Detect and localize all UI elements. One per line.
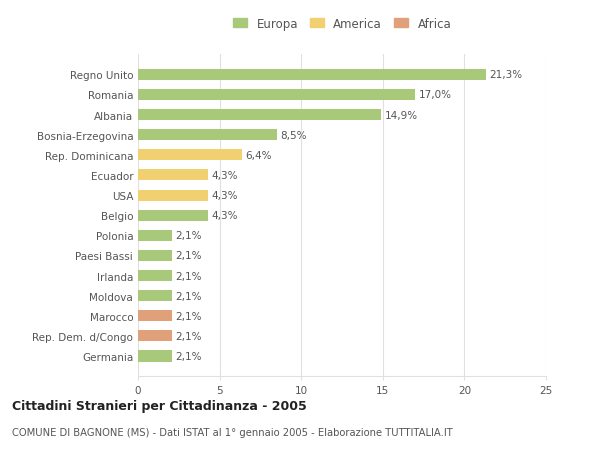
Text: 4,3%: 4,3%	[211, 190, 238, 201]
Bar	[138, 230, 172, 241]
Text: 2,1%: 2,1%	[176, 251, 202, 261]
Bar	[138, 90, 415, 101]
Bar	[138, 190, 208, 201]
Text: 4,3%: 4,3%	[211, 211, 238, 221]
Text: COMUNE DI BAGNONE (MS) - Dati ISTAT al 1° gennaio 2005 - Elaborazione TUTTITALIA: COMUNE DI BAGNONE (MS) - Dati ISTAT al 1…	[12, 427, 453, 437]
Bar	[138, 70, 485, 81]
Bar	[138, 130, 277, 141]
Bar	[138, 330, 172, 341]
Text: Cittadini Stranieri per Cittadinanza - 2005: Cittadini Stranieri per Cittadinanza - 2…	[12, 399, 307, 412]
Text: 4,3%: 4,3%	[211, 171, 238, 180]
Bar	[138, 210, 208, 221]
Text: 2,1%: 2,1%	[176, 331, 202, 341]
Text: 2,1%: 2,1%	[176, 351, 202, 361]
Legend: Europa, America, Africa: Europa, America, Africa	[228, 13, 456, 35]
Text: 2,1%: 2,1%	[176, 311, 202, 321]
Text: 21,3%: 21,3%	[489, 70, 522, 80]
Bar	[138, 351, 172, 362]
Text: 8,5%: 8,5%	[280, 130, 307, 140]
Bar	[138, 270, 172, 281]
Text: 2,1%: 2,1%	[176, 291, 202, 301]
Bar	[138, 150, 242, 161]
Text: 6,4%: 6,4%	[246, 151, 272, 161]
Text: 14,9%: 14,9%	[385, 110, 418, 120]
Bar	[138, 170, 208, 181]
Text: 2,1%: 2,1%	[176, 271, 202, 281]
Text: 17,0%: 17,0%	[419, 90, 452, 100]
Text: 2,1%: 2,1%	[176, 231, 202, 241]
Bar	[138, 291, 172, 302]
Bar	[138, 250, 172, 262]
Bar	[138, 311, 172, 322]
Bar	[138, 110, 381, 121]
